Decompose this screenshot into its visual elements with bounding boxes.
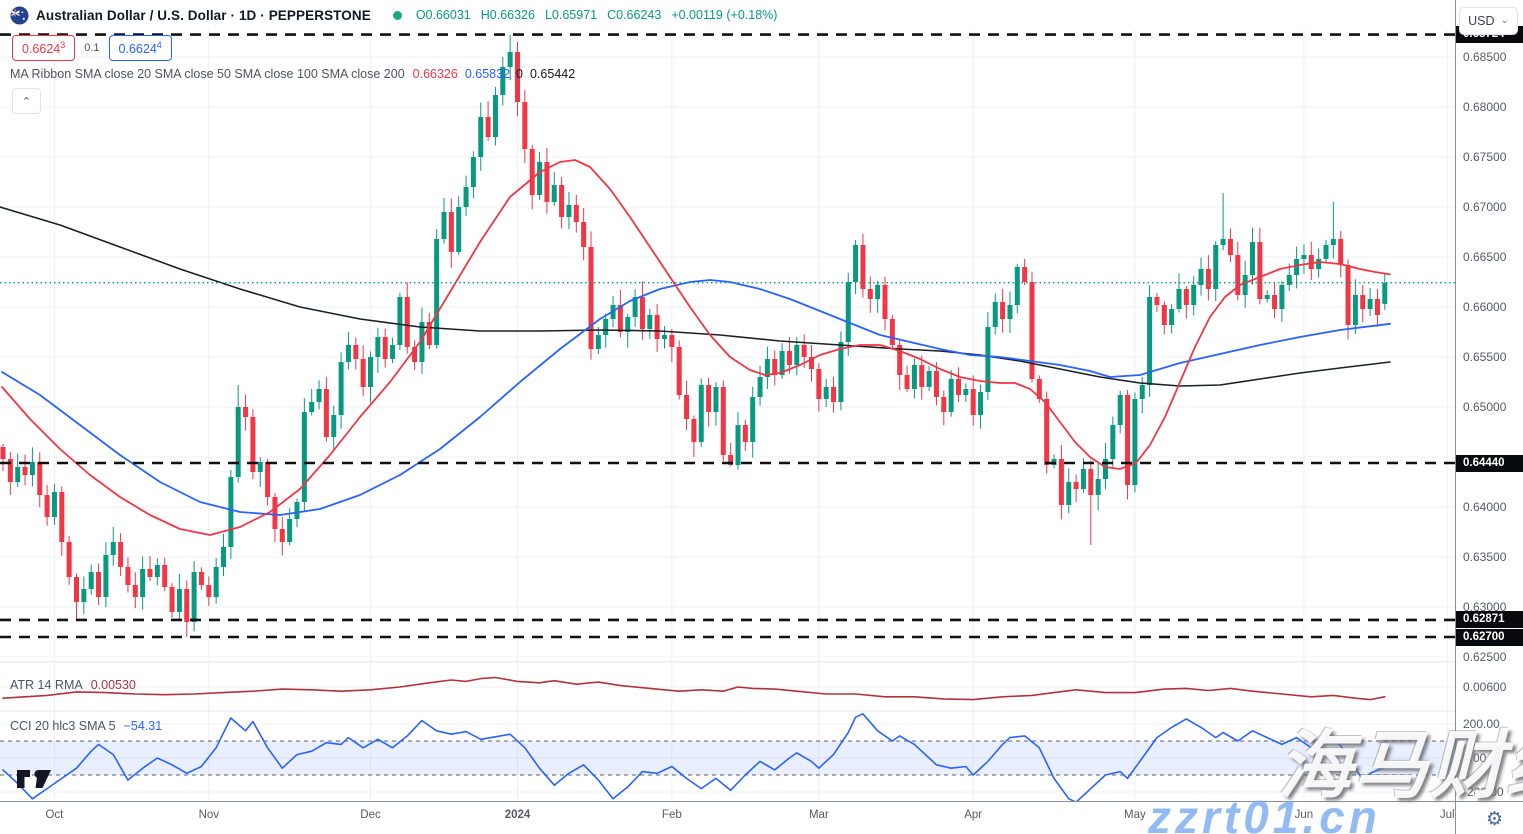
ohlc-segment: +0.00119 (+0.18%) (671, 8, 778, 22)
buy-button[interactable]: 0.66244 (108, 34, 172, 62)
time-tick-label: Feb (661, 809, 682, 821)
atr-label: ATR 14 RMA (10, 678, 83, 692)
market-status-dot[interactable] (392, 10, 402, 20)
price-tick-label: 0.68000 (1463, 100, 1507, 114)
sell-button[interactable]: 0.66243 (12, 34, 76, 62)
cci-tick-label: 200.00 (1463, 717, 1500, 731)
ohlc-segment: H0.66326 (480, 8, 535, 22)
candles-layer (0, 35, 1388, 637)
level-price-tag: 0.62700 (1456, 628, 1523, 646)
time-tick-label: Apr (964, 809, 983, 821)
price-tick-label: 0.62500 (1463, 650, 1507, 664)
gear-icon[interactable]: ⚙ (1486, 809, 1504, 830)
ma200-value: 0.65442 (529, 67, 576, 81)
symbol-title[interactable]: Australian Dollar / U.S. Dollar · 1D · P… (36, 7, 371, 23)
quote-panel: 0.66243 0.1 0.66244 (12, 34, 172, 62)
ma20-value: 0.66326 (412, 67, 458, 81)
ma-ribbon-legend[interactable]: MA Ribbon SMA close 20 SMA close 50 SMA … (10, 67, 575, 81)
time-axis[interactable]: Oct Nov Dec 2024 Feb Mar Apr May Jun Jul (0, 801, 1455, 834)
ohlc-segment: C0.66243 (607, 8, 662, 22)
time-tick-label: Mar (808, 809, 829, 821)
time-tick-label: Oct (45, 809, 64, 821)
time-tick-label: May (1124, 809, 1146, 821)
cci-label: CCI 20 hlc3 SMA 5 (10, 719, 116, 733)
ohlc-segment: L0.65971 (544, 8, 598, 22)
gridlines (0, 0, 1455, 801)
price-tick-label: 0.63500 (1463, 550, 1507, 564)
price-tick-label: 0.67500 (1463, 150, 1507, 164)
indicator-lines-layer (2, 676, 1386, 801)
australia-flag-icon (10, 5, 29, 25)
price-tick-label: 0.65500 (1463, 350, 1507, 364)
spread-label: 0.1 (75, 42, 109, 54)
ma100-value: 0 (516, 67, 523, 81)
axis-corner (1455, 801, 1523, 834)
price-tick-label: 0.64000 (1463, 500, 1507, 514)
atr-tick-label: 0.00600 (1463, 680, 1507, 694)
time-tick-label: 2024 (504, 809, 531, 821)
price-tick-label: 0.66500 (1463, 250, 1507, 264)
cci-tick-label: 0.00 (1463, 751, 1487, 765)
atr-value: 0.00530 (90, 678, 136, 692)
price-tick-label: 0.67000 (1463, 200, 1507, 214)
tradingview-logo[interactable] (16, 766, 58, 792)
level-price-tag: 0.64440 (1456, 454, 1523, 472)
ohlc-segment: O0.66031 (415, 8, 471, 22)
ma-ribbon-label: MA Ribbon SMA close 20 SMA close 50 SMA … (10, 67, 405, 81)
cci-value: −54.31 (123, 719, 163, 733)
cci-tick-label: -200.00 (1463, 785, 1504, 799)
ma-lines-layer (0, 159, 1391, 536)
currency-toggle-button[interactable]: USD ⌄ (1459, 7, 1518, 35)
chevron-down-icon: ⌄ (1500, 14, 1509, 26)
level-lines-layer (0, 33, 1455, 639)
price-tick-label: 0.63000 (1463, 600, 1507, 614)
price-axis[interactable]: 0.68500 0.68000 0.67500 0.67000 0.66500 0.660… (1455, 0, 1523, 801)
currency-label: USD (1468, 14, 1495, 28)
chart-canvas[interactable] (0, 0, 1455, 801)
ohlc-values: O0.66031 H0.66326 L0.65971 C0.66243 +0.00119… (416, 6, 788, 24)
level-price-tag: 0.62871 (1456, 611, 1523, 629)
atr-legend[interactable]: ATR 14 RMA 0.00530 (10, 678, 136, 692)
price-tick-label: 0.65000 (1463, 400, 1507, 414)
symbol-toolbar: Australian Dollar / U.S. Dollar · 1D · P… (0, 0, 1455, 30)
time-tick-label: Jun (1294, 809, 1314, 821)
chevron-up-icon: ⌃ (21, 95, 32, 108)
cci-band (0, 740, 1455, 776)
ma50-value: 0.65832 (464, 67, 511, 81)
time-tick-label: Dec (360, 809, 381, 821)
collapse-legend-button[interactable]: ⌃ (12, 88, 41, 114)
cci-legend[interactable]: CCI 20 hlc3 SMA 5 −54.31 (10, 719, 162, 733)
time-tick-label: Nov (198, 809, 220, 821)
price-tick-label: 0.66000 (1463, 300, 1507, 314)
time-tick-label: Jul (1439, 809, 1455, 821)
price-tick-label: 0.68500 (1463, 50, 1507, 64)
